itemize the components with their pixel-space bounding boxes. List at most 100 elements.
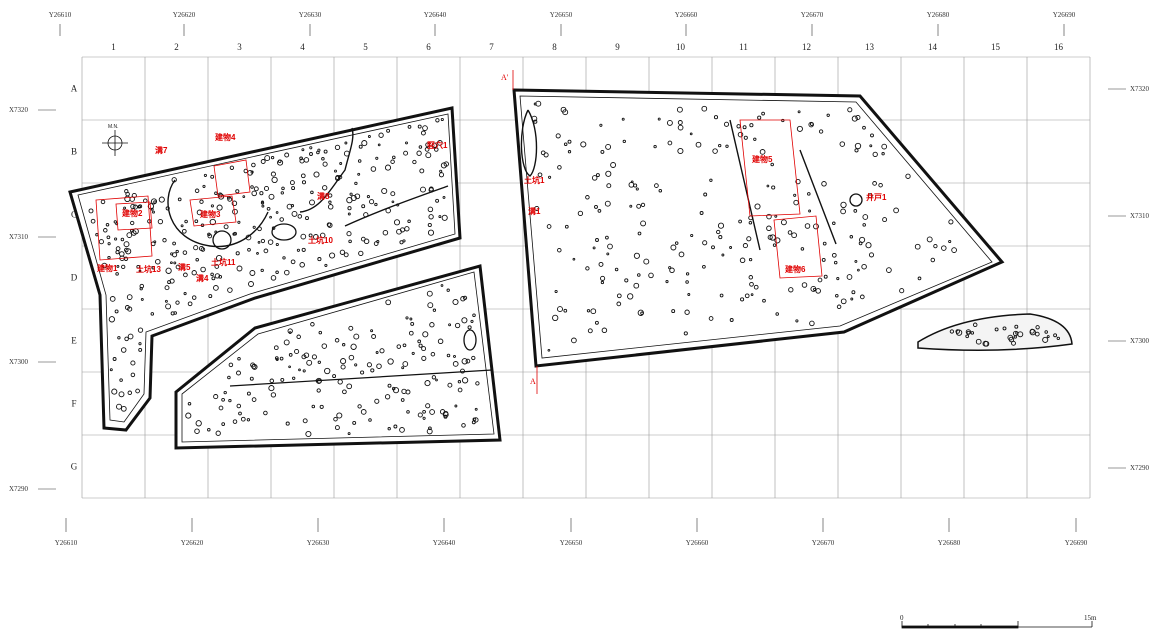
post-hole [753, 137, 757, 141]
post-hole [124, 247, 129, 253]
post-hole [809, 122, 814, 126]
post-hole [796, 125, 803, 132]
post-hole [275, 242, 279, 247]
post-hole [138, 342, 142, 346]
post-hole [120, 405, 127, 412]
post-hole [474, 407, 478, 411]
y-coord-top: Y26670 [801, 11, 824, 19]
post-hole [399, 427, 405, 433]
post-hole [417, 339, 422, 344]
post-hole [431, 142, 438, 148]
post-hole [548, 175, 552, 179]
post-hole [200, 266, 206, 273]
post-hole [114, 309, 119, 314]
post-hole [431, 375, 437, 380]
post-hole [183, 292, 187, 296]
post-hole [461, 377, 469, 384]
post-hole [381, 187, 388, 195]
post-hole [263, 185, 270, 192]
post-hole [872, 151, 878, 158]
post-hole [461, 423, 466, 428]
scale-end: 15m [1084, 614, 1097, 622]
post-hole [177, 197, 182, 202]
post-hole [358, 250, 364, 257]
x-coordinates: X7320 X7320 X7310 X7310 X7300 X7300 X7290 X7290 [9, 85, 1150, 493]
post-hole [195, 257, 199, 262]
post-hole [279, 356, 284, 361]
post-hole [408, 330, 414, 336]
post-hole [329, 252, 336, 259]
post-hole [862, 214, 869, 220]
post-hole [886, 267, 892, 273]
post-hole [109, 296, 116, 302]
post-hole [1046, 335, 1050, 339]
post-hole [746, 236, 752, 242]
post-hole [420, 130, 426, 136]
post-hole [385, 207, 391, 214]
column-number: 7 [489, 42, 494, 52]
post-hole [115, 246, 121, 251]
post-hole [387, 358, 394, 365]
post-hole [88, 208, 94, 214]
post-hole [643, 258, 650, 265]
post-hole [654, 183, 659, 188]
post-hole [600, 280, 605, 285]
post-hole [305, 216, 309, 221]
post-hole [153, 240, 157, 244]
post-hole [361, 140, 368, 147]
post-hole [194, 188, 200, 194]
post-hole [447, 382, 453, 388]
label-building1: 建物1 [96, 263, 118, 273]
post-hole [417, 124, 422, 129]
post-hole [881, 152, 885, 156]
post-hole [328, 193, 333, 198]
post-hole [933, 243, 938, 249]
post-hole [299, 262, 305, 268]
post-hole [417, 412, 423, 418]
post-hole [353, 333, 360, 340]
post-hole [847, 107, 853, 113]
post-hole [1014, 324, 1019, 329]
post-hole [699, 211, 704, 215]
post-hole [780, 219, 787, 226]
y-coord-bottom: Y26640 [433, 539, 456, 547]
post-hole [531, 115, 538, 122]
post-hole [475, 381, 480, 386]
post-hole [103, 228, 108, 233]
post-hole [557, 165, 562, 170]
column-number: 13 [865, 42, 875, 52]
post-hole [687, 293, 691, 296]
post-hole [419, 168, 425, 174]
post-hole [402, 361, 409, 367]
post-hole [425, 152, 432, 159]
post-hole [744, 293, 750, 299]
post-hole [721, 253, 725, 257]
post-hole [438, 172, 445, 178]
post-hole [182, 250, 188, 255]
post-hole [599, 123, 603, 127]
post-hole [324, 367, 331, 375]
post-hole [127, 333, 134, 340]
post-hole [261, 204, 265, 208]
post-hole [1044, 330, 1048, 334]
post-hole [941, 245, 947, 251]
post-hole [427, 222, 432, 228]
row-letter: E [71, 336, 77, 346]
post-hole [831, 252, 837, 258]
post-hole [302, 369, 306, 373]
post-hole [260, 159, 266, 164]
post-hole [111, 388, 118, 395]
post-hole [296, 334, 301, 340]
post-hole [135, 388, 140, 394]
post-hole [238, 411, 242, 416]
post-hole [616, 301, 622, 307]
post-hole [287, 328, 293, 334]
post-hole [337, 379, 343, 385]
post-hole [813, 287, 817, 291]
post-hole [465, 358, 471, 364]
post-hole [409, 317, 413, 321]
post-hole [917, 276, 922, 281]
post-hole [418, 343, 423, 348]
post-hole [867, 193, 873, 199]
post-hole [300, 173, 306, 179]
